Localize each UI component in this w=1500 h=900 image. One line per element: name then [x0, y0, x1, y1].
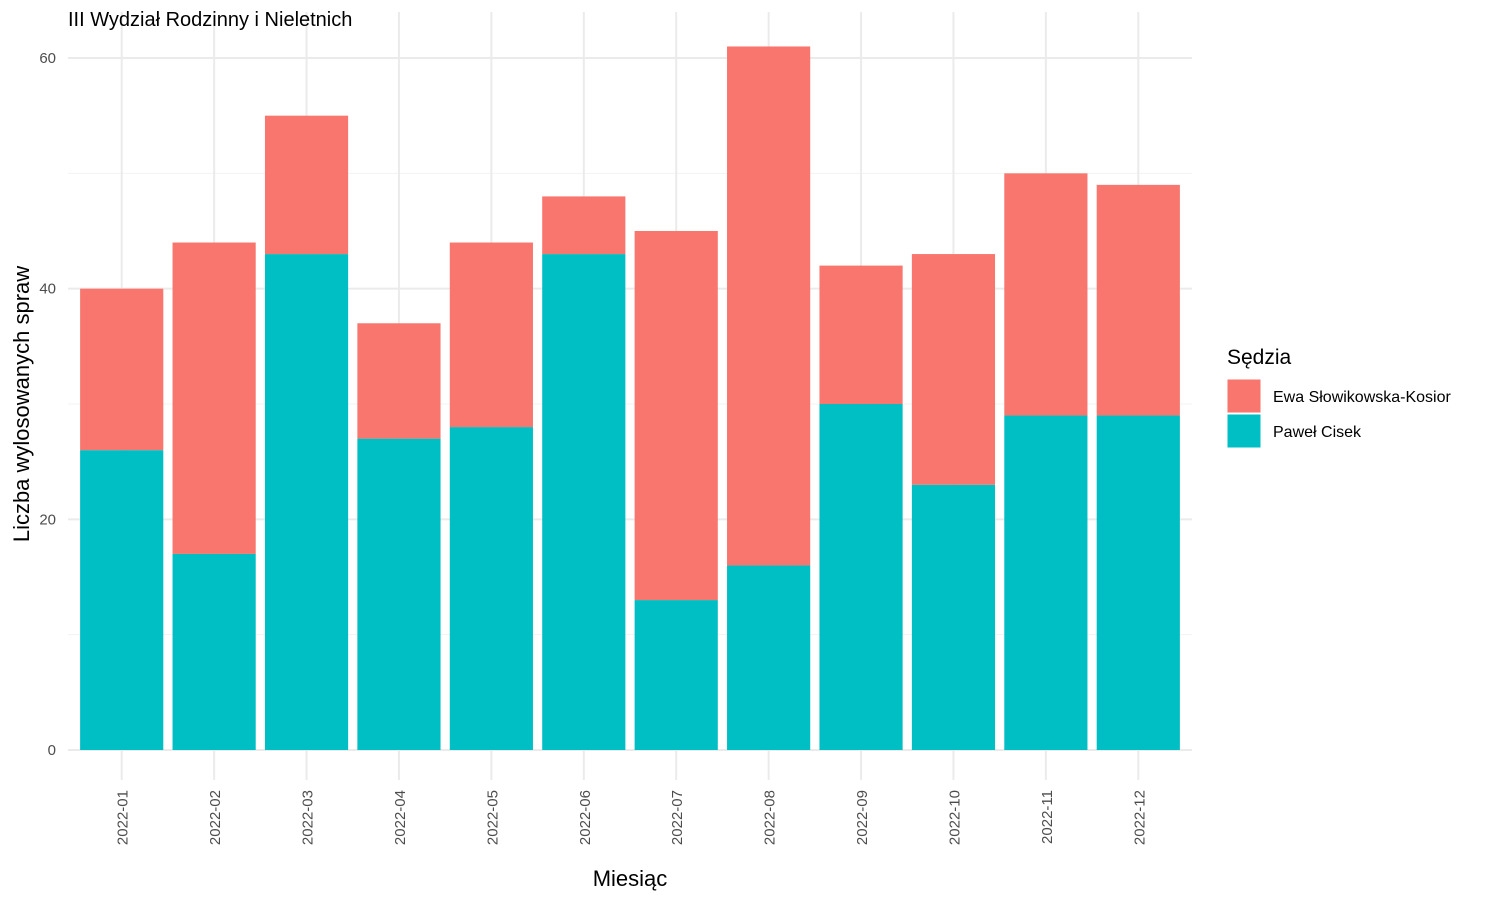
bars — [80, 46, 1180, 751]
bar-segment — [634, 600, 718, 750]
x-tick-label: 2022-08 — [762, 790, 779, 845]
x-tick-label: 2022-03 — [300, 790, 317, 845]
bar-segment — [172, 242, 256, 554]
bar-segment — [542, 254, 626, 751]
bar-segment — [172, 553, 256, 750]
bar-segment — [634, 231, 718, 601]
legend-key — [1226, 413, 1262, 449]
bar-segment — [80, 450, 164, 750]
x-tick-label: 2022-04 — [392, 790, 409, 845]
bar-segment — [264, 115, 349, 255]
bar-segment — [819, 265, 903, 404]
x-tick-label: 2022-02 — [207, 790, 224, 845]
x-axis-ticks: 2022-01 2022-02 2022-03 2022-04 2022-05 2022-… — [115, 790, 1149, 845]
y-tick-label: 40 — [39, 281, 56, 298]
bar-segment — [542, 196, 626, 255]
bar-segment — [911, 484, 996, 750]
bar-segment — [819, 404, 903, 750]
bar-segment — [264, 254, 349, 751]
x-tick-label: 2022-10 — [946, 790, 963, 845]
x-tick-label: 2022-11 — [1039, 790, 1056, 844]
y-tick-label: 60 — [39, 50, 56, 67]
legend-label: Paweł Cisek — [1273, 424, 1362, 441]
y-tick-label: 20 — [39, 511, 56, 528]
legend-title: Sędzia — [1227, 346, 1292, 369]
legend: Sędzia Ewa Słowikowska-Kosior Paweł Cisek — [1226, 346, 1452, 449]
x-tick-label: 2022-05 — [484, 790, 501, 845]
bar-segment — [449, 242, 533, 428]
bar-segment — [727, 46, 811, 566]
y-axis-ticks: 0 20 40 60 — [39, 50, 56, 759]
x-tick-label: 2022-06 — [577, 790, 594, 845]
bar-segment — [911, 254, 996, 485]
bar-segment — [1096, 415, 1180, 750]
y-tick-label: 0 — [48, 742, 56, 759]
bar-segment — [449, 427, 533, 750]
bar-segment — [1004, 173, 1088, 416]
x-tick-label: 2022-09 — [854, 790, 871, 845]
bar-segment — [357, 438, 441, 750]
y-axis-title: Liczba wylosowanych spraw — [9, 266, 34, 542]
bar-segment — [357, 323, 441, 439]
bar-segment — [1004, 415, 1088, 750]
x-tick-label: 2022-07 — [669, 790, 686, 845]
x-axis-title: Miesiąc — [593, 866, 668, 891]
bar-segment — [80, 288, 164, 451]
bar-segment — [727, 565, 811, 750]
x-tick-label: 2022-01 — [115, 790, 132, 845]
x-tick-label: 2022-12 — [1131, 790, 1148, 845]
legend-label: Ewa Słowikowska-Kosior — [1273, 389, 1452, 406]
legend-key — [1226, 378, 1262, 414]
bar-segment — [1096, 184, 1180, 416]
chart-title: III Wydział Rodzinny i Nieletnich — [68, 9, 352, 31]
